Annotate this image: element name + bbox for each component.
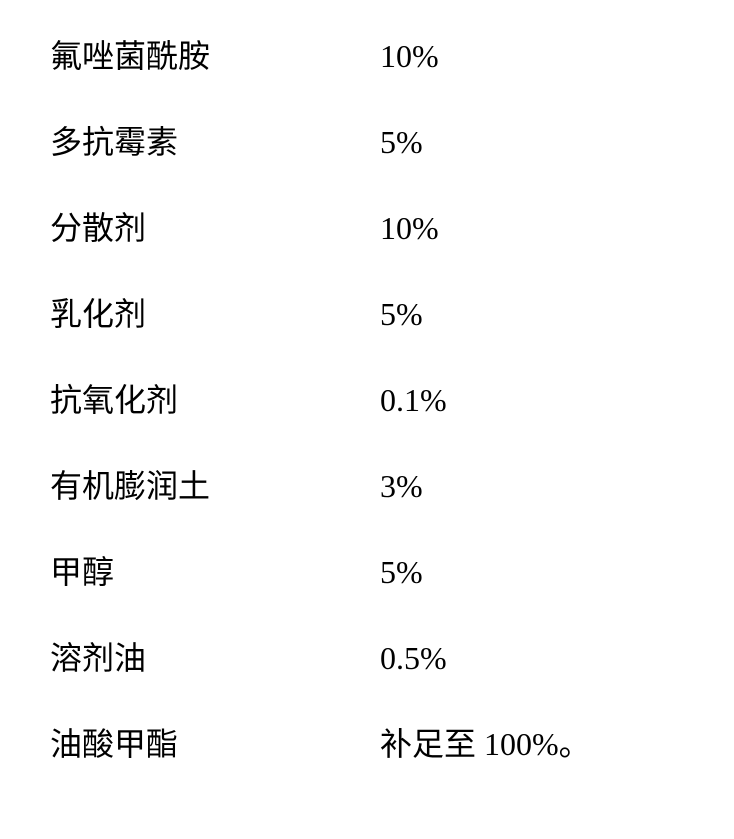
ingredient-label: 甲醇 — [50, 556, 380, 588]
ingredient-value: 5% — [380, 298, 423, 330]
list-item: 油酸甲酯 补足至 100%。 — [50, 728, 684, 760]
list-item: 氟唑菌酰胺 10% — [50, 40, 684, 72]
ingredient-value: 0.1% — [380, 384, 447, 416]
ingredient-label: 乳化剂 — [50, 298, 380, 330]
composition-list: 氟唑菌酰胺 10% 多抗霉素 5% 分散剂 10% 乳化剂 5% 抗氧化剂 0.… — [50, 40, 684, 760]
list-item: 溶剂油 0.5% — [50, 642, 684, 674]
list-item: 有机膨润土 3% — [50, 470, 684, 502]
list-item: 乳化剂 5% — [50, 298, 684, 330]
ingredient-label: 氟唑菌酰胺 — [50, 40, 380, 72]
ingredient-value: 10% — [380, 40, 439, 72]
list-item: 抗氧化剂 0.1% — [50, 384, 684, 416]
ingredient-label: 分散剂 — [50, 212, 380, 244]
ingredient-label: 油酸甲酯 — [50, 728, 380, 760]
list-item: 甲醇 5% — [50, 556, 684, 588]
ingredient-value: 5% — [380, 126, 423, 158]
ingredient-value: 3% — [380, 470, 423, 502]
ingredient-label: 抗氧化剂 — [50, 384, 380, 416]
ingredient-value: 10% — [380, 212, 439, 244]
ingredient-value: 补足至 100%。 — [380, 728, 591, 760]
ingredient-label: 有机膨润土 — [50, 470, 380, 502]
ingredient-label: 溶剂油 — [50, 642, 380, 674]
list-item: 多抗霉素 5% — [50, 126, 684, 158]
ingredient-value: 5% — [380, 556, 423, 588]
ingredient-label: 多抗霉素 — [50, 126, 380, 158]
list-item: 分散剂 10% — [50, 212, 684, 244]
ingredient-value: 0.5% — [380, 642, 447, 674]
